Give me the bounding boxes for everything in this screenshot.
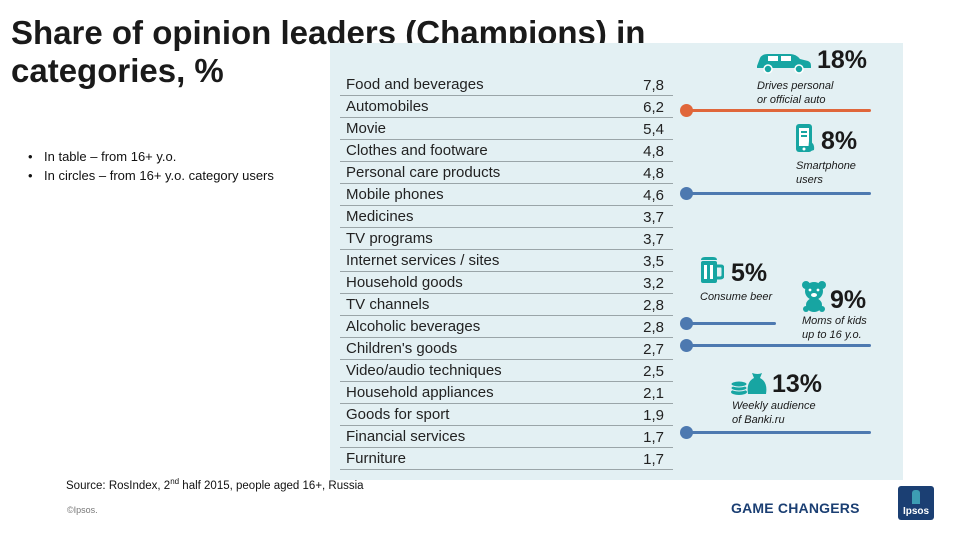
category-value: 4,8	[643, 143, 664, 160]
table-row: Clothes and footware 4,8	[340, 140, 673, 162]
game-changers-label: GAME CHANGERS	[731, 500, 860, 516]
table-row: Personal care products 4,8	[340, 162, 673, 184]
table-row: Automobiles 6,2	[340, 96, 673, 118]
category-value: 3,7	[643, 231, 664, 248]
category-value: 2,8	[643, 319, 664, 336]
category-name: Mobile phones	[346, 186, 444, 203]
category-name: Video/audio techniques	[346, 362, 502, 379]
table-row: TV programs 3,7	[340, 228, 673, 250]
table-row: Alcoholic beverages 2,8	[340, 316, 673, 338]
category-name: Personal care products	[346, 164, 501, 181]
stat-phone-caption-1: Smartphone	[796, 160, 856, 172]
stat-banki-caption-2: of Banki.ru	[732, 414, 785, 426]
category-value: 1,7	[643, 451, 664, 468]
stat-phone-line	[686, 192, 871, 195]
category-value: 1,9	[643, 407, 664, 424]
category-name: Clothes and footware	[346, 142, 488, 159]
table-row: Movie 5,4	[340, 118, 673, 140]
category-value: 7,8	[643, 77, 664, 94]
categories-table: Food and beverages 7,8 Automobiles 6,2 Movie…	[340, 74, 673, 470]
stat-moms-caption-2: up to 16 y.o.	[802, 329, 862, 341]
table-row: Financial services 1,7	[340, 426, 673, 448]
logo-mark-icon	[912, 490, 920, 504]
table-row: Household appliances 2,1	[340, 382, 673, 404]
stat-beer-line	[686, 322, 776, 325]
stat-moms-line	[686, 344, 871, 347]
stat-beer-caption: Consume beer	[700, 291, 773, 303]
bullet-item: In circles – from 16+ y.o. category user…	[28, 166, 274, 185]
source-sup: nd	[170, 477, 180, 486]
money-bag-icon	[730, 373, 767, 395]
table-row: Goods for sport 1,9	[340, 404, 673, 426]
stat-moms-pct: 9%	[830, 286, 867, 314]
category-value: 5,4	[643, 121, 664, 138]
table-row: Household goods 3,2	[340, 272, 673, 294]
category-name: Children's goods	[346, 340, 458, 357]
stat-auto-line	[686, 109, 871, 112]
teddy-bear-icon	[802, 281, 826, 312]
category-value: 4,6	[643, 187, 664, 204]
stat-phone-pct: 8%	[821, 127, 858, 155]
ipsos-logo: Ipsos	[898, 486, 934, 520]
category-name: Medicines	[346, 208, 414, 225]
table-row: TV channels 2,8	[340, 294, 673, 316]
category-name: Financial services	[346, 428, 466, 445]
category-value: 3,2	[643, 275, 664, 292]
category-name: Movie	[346, 120, 387, 137]
category-name: TV channels	[346, 296, 430, 313]
slide-title: Share of opinion leaders (Champions) in …	[11, 14, 646, 89]
category-name: Internet services / sites	[346, 252, 500, 269]
category-name: Household goods	[346, 274, 463, 291]
source-pre: Source: RosIndex, 2	[66, 479, 171, 492]
table-row: Food and beverages 7,8	[340, 74, 673, 96]
category-name: Alcoholic beverages	[346, 318, 481, 335]
table-row: Furniture 1,7	[340, 448, 673, 470]
bullet-item: In table – from 16+ y.o.	[28, 147, 274, 166]
stat-auto-pct: 18%	[817, 46, 868, 74]
logo-text: Ipsos	[902, 506, 930, 517]
source-note: Source: RosIndex, 2nd half 2015, people …	[66, 477, 364, 492]
category-value: 2,8	[643, 297, 664, 314]
bullet-list: In table – from 16+ y.o. In circles – fr…	[28, 147, 274, 185]
stat-phone-caption-2: users	[796, 174, 823, 186]
stat-auto-caption-2: or official auto	[757, 94, 826, 106]
table-row: Medicines 3,7	[340, 206, 673, 228]
infographic-panel	[330, 43, 903, 480]
category-value: 1,7	[643, 429, 664, 446]
category-value: 4,8	[643, 165, 664, 182]
stat-moms-caption-1: Moms of kids	[802, 315, 867, 327]
table-row: Internet services / sites 3,5	[340, 250, 673, 272]
source-post: half 2015, people aged 16+, Russia	[179, 479, 364, 492]
category-name: Household appliances	[346, 384, 494, 401]
category-value: 2,7	[643, 341, 664, 358]
category-name: Furniture	[346, 450, 407, 467]
car-icon	[757, 54, 811, 74]
stat-banki-pct: 13%	[772, 370, 823, 398]
category-value: 2,1	[643, 385, 664, 402]
category-value: 6,2	[643, 99, 664, 116]
smartphone-icon	[796, 124, 815, 152]
stat-banki-caption-1: Weekly audience	[732, 400, 816, 412]
table-row: Children's goods 2,7	[340, 338, 673, 360]
category-value: 2,5	[643, 363, 664, 380]
category-name: Automobiles	[346, 98, 429, 115]
category-name: TV programs	[346, 230, 433, 247]
stat-beer-pct: 5%	[731, 259, 768, 287]
stat-banki-line	[686, 431, 871, 434]
copyright: ©Ipsos.	[67, 505, 98, 515]
table-row: Mobile phones 4,6	[340, 184, 673, 206]
stat-auto-caption-1: Drives personal	[757, 80, 834, 92]
category-name: Goods for sport	[346, 406, 450, 423]
category-value: 3,7	[643, 209, 664, 226]
beer-mug-icon	[701, 257, 724, 283]
category-name: Food and beverages	[346, 76, 484, 93]
table-row: Video/audio techniques 2,5	[340, 360, 673, 382]
category-value: 3,5	[643, 253, 664, 270]
